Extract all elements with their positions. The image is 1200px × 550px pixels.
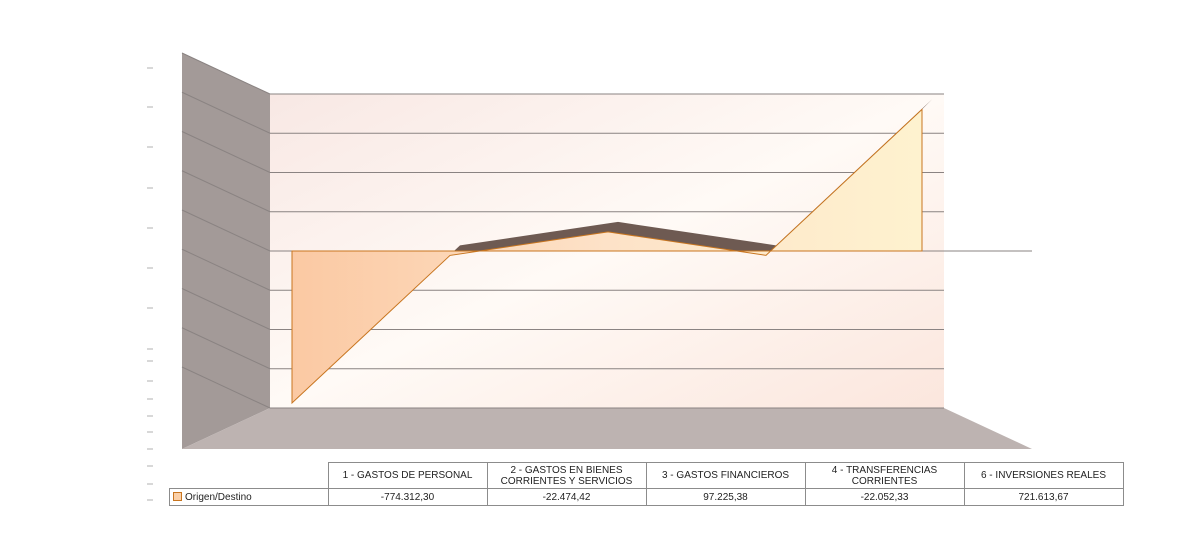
category-label-1: 1 - GASTOS DE PERSONAL: [327, 462, 488, 489]
area-fill: [291, 108, 923, 405]
y-axis-ticks: [147, 67, 153, 501]
data-table-corner: [170, 463, 329, 489]
data-label-1: -774.312,30: [327, 488, 488, 506]
gridline-wall: [181, 131, 271, 173]
side-wall: [182, 53, 270, 449]
data-table-series-row: Origen/Destino -774.312,30 -22.474,42 97…: [169, 488, 1124, 506]
gridline-wall: [181, 209, 271, 252]
gridline-wall: [181, 248, 271, 291]
data-label-2: -22.474,42: [486, 488, 647, 506]
data-table: 1 - GASTOS DE PERSONAL 2 - GASTOS EN BIE…: [169, 462, 1124, 506]
category-label-2: 2 - GASTOS EN BIENES CORRIENTES Y SERVIC…: [486, 462, 647, 489]
data-label-3: 97.225,38: [645, 488, 806, 506]
gridline-wall: [181, 366, 271, 409]
legend-entry: Origen/Destino: [169, 488, 329, 506]
legend-swatch: [173, 492, 182, 502]
gridline-wall: [181, 91, 271, 134]
gridline-wall: [181, 170, 271, 213]
category-label-4: 4 - TRANSFERENCIAS CORRIENTES: [804, 462, 965, 489]
data-label-4: -22.052,33: [804, 488, 965, 506]
gridline-wall: [181, 52, 271, 95]
legend-label: Origen/Destino: [185, 491, 252, 503]
area-series-origen-destino: [291, 99, 932, 405]
category-label-3: 3 - GASTOS FINANCIEROS: [645, 462, 806, 489]
floor: [182, 408, 1032, 449]
category-label-5: 6 - INVERSIONES REALES: [963, 462, 1124, 489]
data-table-header-row: 1 - GASTOS DE PERSONAL 2 - GASTOS EN BIE…: [170, 462, 1124, 489]
data-label-5: 721.613,67: [963, 488, 1124, 506]
gridline-wall: [181, 327, 271, 370]
gridline-wall: [181, 288, 271, 330]
